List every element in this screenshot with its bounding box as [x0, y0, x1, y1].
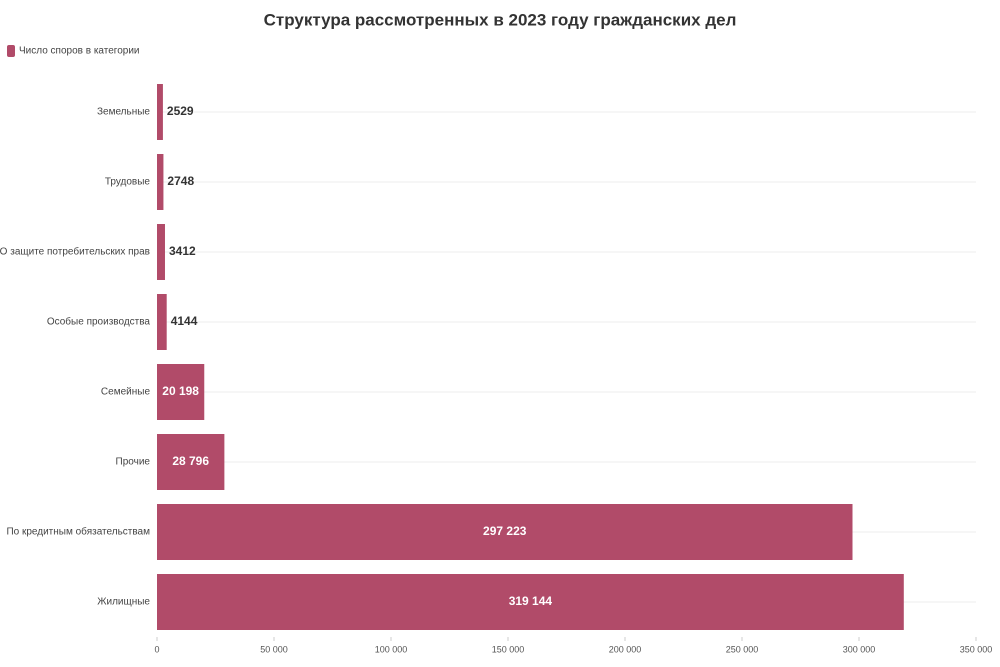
bar [157, 294, 167, 350]
y-tick-label: Прочие [116, 457, 151, 468]
legend-label: Число споров в категории [19, 46, 140, 57]
bar [157, 574, 904, 630]
y-tick-label: Жилищные [97, 597, 150, 608]
bar [157, 434, 225, 490]
y-tick-label: Семейные [101, 387, 151, 398]
data-label: 319 144 [509, 594, 553, 608]
data-label: 4144 [171, 314, 198, 328]
data-label: 3412 [169, 244, 196, 258]
chart-title: Структура рассмотренных в 2023 году граж… [264, 10, 737, 29]
bar [157, 84, 163, 140]
y-tick-label: По кредитным обязательствам [6, 526, 150, 538]
x-tick-label: 300 000 [843, 644, 876, 654]
x-tick-label: 200 000 [609, 644, 642, 654]
data-label: 2748 [167, 174, 194, 188]
y-tick-label: О защите потребительских прав [0, 246, 150, 258]
bar [157, 504, 853, 560]
bar [157, 154, 164, 210]
y-tick-label: Трудовые [105, 177, 151, 188]
data-label: 28 796 [172, 454, 209, 468]
y-tick-label: Земельные [97, 107, 150, 118]
legend-swatch [7, 45, 15, 57]
bar [157, 364, 205, 420]
data-label: 297 223 [483, 524, 527, 538]
data-label: 2529 [167, 104, 194, 118]
x-tick-label: 150 000 [492, 644, 525, 654]
x-tick-label: 350 000 [960, 644, 993, 654]
x-tick-label: 250 000 [726, 644, 759, 654]
x-tick-label: 100 000 [375, 644, 408, 654]
y-tick-label: Особые производства [47, 316, 151, 328]
x-tick-label: 0 [154, 644, 159, 654]
x-tick-label: 50 000 [260, 644, 288, 654]
bar [157, 224, 165, 280]
data-label: 20 198 [162, 384, 199, 398]
